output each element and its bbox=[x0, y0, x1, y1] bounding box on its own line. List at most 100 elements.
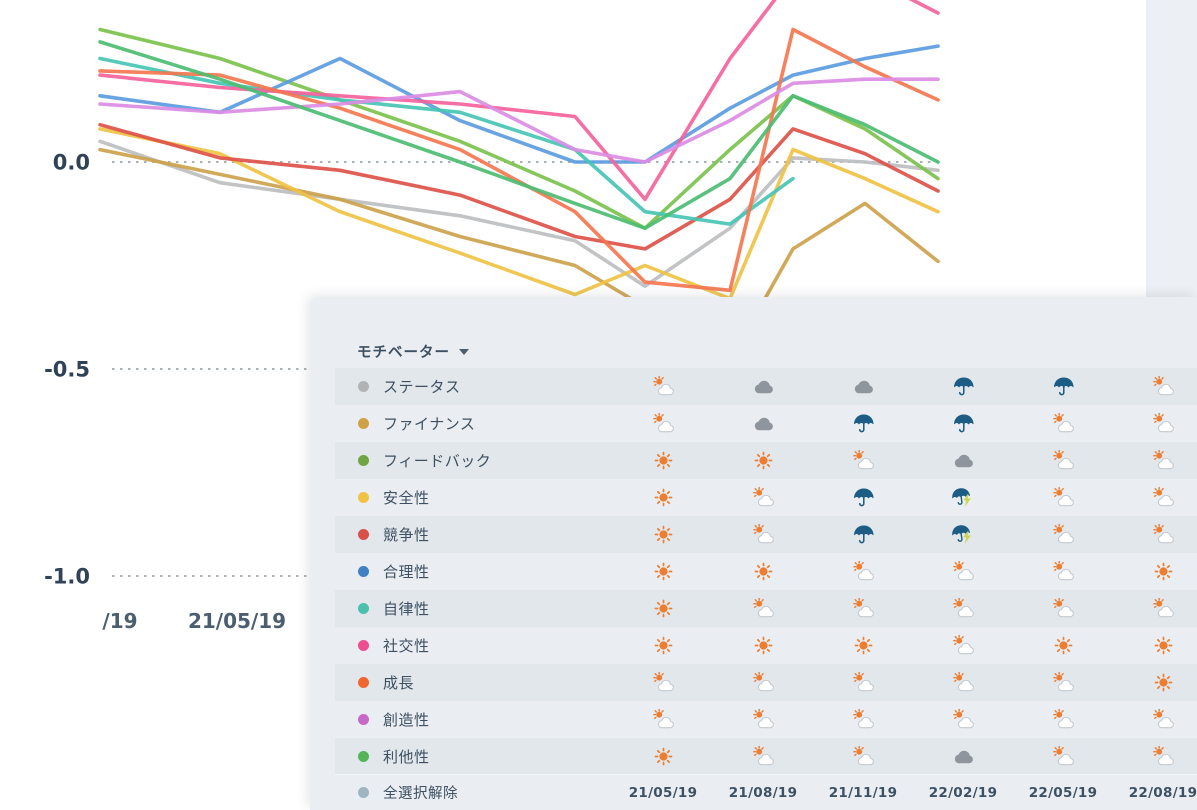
weather-sun-icon bbox=[652, 523, 675, 546]
weather-partly-icon bbox=[952, 671, 975, 694]
weather-cloud-icon bbox=[752, 375, 775, 398]
motivator-dropdown-label: モチベーター bbox=[357, 345, 450, 361]
weather-cell bbox=[1013, 634, 1113, 657]
weather-cell bbox=[813, 597, 913, 620]
motivator-label-cell: 競争性 bbox=[335, 524, 613, 545]
weather-partly-icon bbox=[752, 486, 775, 509]
weather-cell bbox=[813, 708, 913, 731]
chart-line-status bbox=[98, 139, 940, 289]
motivator-row-feedback[interactable]: フィードバック bbox=[335, 442, 1197, 479]
motivator-row-altruism[interactable]: 利他性 bbox=[335, 738, 1197, 775]
chart-line-growth bbox=[98, 27, 940, 293]
motivator-dropdown[interactable]: モチベーター bbox=[357, 341, 469, 362]
motivator-label: 成長 bbox=[383, 674, 415, 692]
motivator-label: ステータス bbox=[383, 378, 461, 396]
motivator-row-finance[interactable]: ファイナンス bbox=[335, 405, 1197, 442]
weather-cell bbox=[713, 412, 813, 435]
motivator-label-cell: 自律性 bbox=[335, 598, 613, 619]
weather-partly-icon bbox=[652, 375, 675, 398]
weather-cell bbox=[1113, 449, 1197, 472]
weather-cloud-icon bbox=[852, 375, 875, 398]
weather-cell bbox=[613, 412, 713, 435]
motivator-row-competition[interactable]: 競争性 bbox=[335, 516, 1197, 553]
motivator-weather-panel: モチベーター ステータスファイナンスフィードバック安全性競争性合理性自律性社交性… bbox=[310, 297, 1197, 810]
motivator-row-autonomy[interactable]: 自律性 bbox=[335, 590, 1197, 627]
weather-partly-icon bbox=[852, 671, 875, 694]
weather-cell bbox=[913, 523, 1013, 546]
weather-cell bbox=[613, 597, 713, 620]
weather-cell bbox=[713, 634, 813, 657]
weather-sun-icon bbox=[1152, 634, 1175, 657]
motivator-row-safety[interactable]: 安全性 bbox=[335, 479, 1197, 516]
chart-line-safety bbox=[98, 127, 940, 301]
chart-line-competition bbox=[98, 122, 940, 251]
weather-partly-icon bbox=[952, 634, 975, 657]
weather-partly-icon bbox=[1052, 486, 1075, 509]
series-color-dot bbox=[358, 640, 369, 651]
motivator-label: フィードバック bbox=[383, 452, 492, 470]
weather-sun-icon bbox=[1152, 560, 1175, 583]
weather-partly-icon bbox=[1052, 523, 1075, 546]
panel-header: モチベーター bbox=[310, 297, 1197, 368]
weather-cell bbox=[1013, 745, 1113, 768]
motivator-row-growth[interactable]: 成長 bbox=[335, 664, 1197, 701]
weather-umbrella-icon bbox=[852, 486, 875, 509]
weather-sun-icon bbox=[1052, 634, 1075, 657]
series-color-dot bbox=[358, 787, 369, 798]
weather-cell bbox=[1013, 412, 1113, 435]
weather-cell bbox=[1013, 449, 1113, 472]
x-axis-tick-label: /19 bbox=[102, 609, 137, 633]
deselect-all-label-cell: 全選択解除 bbox=[335, 782, 613, 803]
y-axis-tick-label: -0.5 bbox=[44, 358, 90, 382]
motivator-row-status[interactable]: ステータス bbox=[335, 368, 1197, 405]
weather-cell bbox=[913, 449, 1013, 472]
motivator-label-cell: フィードバック bbox=[335, 450, 613, 471]
weather-umbrella-icon bbox=[1052, 375, 1075, 398]
weather-partly-icon bbox=[1152, 708, 1175, 731]
motivator-label-cell: 成長 bbox=[335, 672, 613, 693]
weather-cell bbox=[913, 634, 1013, 657]
weather-cell bbox=[1113, 523, 1197, 546]
weather-partly-icon bbox=[1052, 560, 1075, 583]
motivator-row-creativity[interactable]: 創造性 bbox=[335, 701, 1197, 738]
weather-partly-icon bbox=[952, 560, 975, 583]
motivator-row-sociability[interactable]: 社交性 bbox=[335, 627, 1197, 664]
weather-cell bbox=[813, 634, 913, 657]
weather-cell bbox=[1113, 375, 1197, 398]
weather-partly-icon bbox=[852, 597, 875, 620]
series-color-dot bbox=[358, 381, 369, 392]
weather-partly-icon bbox=[752, 523, 775, 546]
weather-sun-icon bbox=[652, 486, 675, 509]
weather-sun-icon bbox=[852, 634, 875, 657]
weather-umbrella-icon bbox=[852, 523, 875, 546]
weather-partly-icon bbox=[852, 708, 875, 731]
weather-cell bbox=[713, 671, 813, 694]
weather-cell bbox=[613, 708, 713, 731]
weather-cell bbox=[913, 375, 1013, 398]
weather-sun-icon bbox=[652, 745, 675, 768]
motivator-label: 創造性 bbox=[383, 711, 430, 729]
deselect-all-row[interactable]: 全選択解除 21/05/19 21/08/19 21/11/19 22/02/19 22… bbox=[335, 774, 1197, 810]
column-date-label: 22/05/19 bbox=[1028, 784, 1098, 801]
weather-sun-icon bbox=[752, 449, 775, 472]
weather-cell bbox=[713, 375, 813, 398]
weather-cell bbox=[713, 745, 813, 768]
weather-partly-icon bbox=[1152, 523, 1175, 546]
weather-sun-icon bbox=[652, 449, 675, 472]
series-color-dot bbox=[358, 455, 369, 466]
column-date-label: 22/08/19 bbox=[1128, 784, 1197, 801]
weather-cell bbox=[713, 597, 813, 620]
y-axis-tick-label: 0.0 bbox=[53, 151, 90, 175]
weather-partly-icon bbox=[652, 708, 675, 731]
weather-cell bbox=[913, 708, 1013, 731]
column-date-label: 21/08/19 bbox=[728, 784, 798, 801]
motivator-row-rationality[interactable]: 合理性 bbox=[335, 553, 1197, 590]
weather-partly-icon bbox=[1052, 708, 1075, 731]
deselect-all-label: 全選択解除 bbox=[383, 786, 458, 802]
chart-line-sociability bbox=[98, 0, 940, 202]
weather-cell bbox=[713, 560, 813, 583]
weather-sun-icon bbox=[752, 560, 775, 583]
chart-line-feedback bbox=[98, 27, 940, 230]
